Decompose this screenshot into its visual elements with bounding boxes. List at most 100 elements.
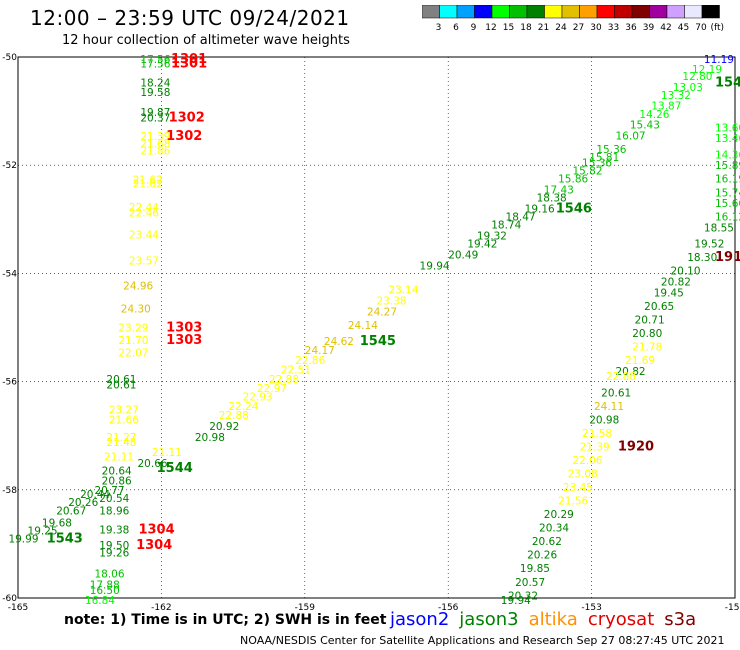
wave-height-label: 20.57 [515, 577, 545, 589]
wave-height-label: 21.39 [580, 442, 610, 454]
pass-id-label: 1302 [169, 111, 205, 126]
colorbar-label: 42 [660, 23, 671, 33]
wave-height-label: 19.52 [694, 239, 724, 251]
wave-height-label: 15.66 [715, 198, 740, 210]
pass-id-label: 1543 [47, 531, 83, 546]
colorbar-label: 12 [485, 23, 496, 33]
wave-height-label: 15.81 [589, 152, 619, 164]
colorbar-label: 27 [573, 23, 584, 33]
wave-height-label: 20.34 [539, 523, 569, 535]
wave-height-label: 21.66 [109, 414, 139, 426]
wave-height-label: 19.68 [42, 517, 72, 529]
x-tick-label: -159 [295, 603, 316, 612]
colorbar-label: 18 [520, 23, 532, 33]
wave-height-label: 20.61 [106, 379, 136, 391]
wave-height-label: 19.42 [467, 239, 497, 251]
wave-height-label: 21.48 [106, 437, 136, 449]
wave-height-label: 16.19 [715, 174, 740, 186]
wave-height-label: 23.29 [118, 323, 148, 335]
wave-height-label: 20.71 [635, 314, 665, 326]
wave-height-label: 21.11 [104, 451, 134, 463]
colorbar-label: 21 [538, 23, 549, 33]
wave-height-label: 21.27 [106, 432, 136, 444]
colorbar-label: 39 [643, 23, 655, 33]
wave-height-label: 15.43 [630, 120, 660, 132]
wave-height-label: 18.47 [506, 212, 536, 224]
colorbar-label: 15 [503, 23, 514, 33]
wave-height-label: 13.87 [651, 101, 681, 113]
color-legend: 3 6 9 12 15 18 21 24 27 30 33 36 39 42 45 70 (ft) [422, 5, 724, 33]
wave-height-label: 22.86 [295, 355, 325, 367]
map-frame [17, 56, 736, 599]
wave-height-label: 20.98 [589, 414, 619, 426]
credit-line: NOAA/NESDIS Center for Satellite Applica… [240, 634, 725, 647]
wave-height-label: 15.86 [558, 174, 588, 186]
satellite-legend: jason2 jason3 altika cryosat s3a [390, 609, 706, 630]
wave-height-label: 18.55 [704, 222, 734, 234]
wave-height-label: 22.88 [219, 410, 249, 422]
wave-height-label: 20.29 [544, 509, 574, 521]
pass-id-label: 1303 [166, 333, 202, 348]
wave-height-label: 21.70 [118, 335, 148, 347]
wave-height-label: 11.19 [704, 54, 734, 66]
wave-height-label: 20.67 [56, 505, 86, 517]
wave-height-label: 22.44 [129, 202, 159, 214]
wave-height-label: 23.45 [563, 482, 593, 494]
wave-height-label: 24.14 [348, 320, 378, 332]
wave-height-label: 16.07 [616, 130, 646, 142]
wave-height-label: 19.32 [477, 231, 507, 243]
wave-height-label: 15.82 [572, 166, 602, 178]
wave-height-label: 20.49 [448, 249, 478, 261]
wave-height-label: 20.61 [601, 387, 631, 399]
wave-height-label: 21.11 [152, 447, 182, 459]
wave-height-label: 13.03 [673, 82, 703, 94]
wave-height-label: 18.06 [94, 569, 124, 581]
wave-height-label: 18.74 [491, 220, 521, 232]
wave-height-label: 19.45 [654, 287, 684, 299]
wave-height-label: 13.46 [715, 133, 740, 145]
wave-height-label: 18.24 [140, 77, 170, 89]
wave-height-label: 21.58 [582, 428, 612, 440]
pass-id-label: 1303 [166, 321, 202, 336]
wave-height-label: 16.50 [90, 585, 120, 597]
wave-height-map: -165 -162 -159 -156 -153 -150 -50 -52 -54 -56 -58 -… [2, 52, 740, 612]
wave-height-label: 21.56 [558, 496, 588, 508]
wave-height-label: 21.62 [133, 179, 163, 191]
colorbar-label: 24 [555, 23, 567, 33]
wave-height-label: 20.26 [68, 497, 98, 509]
wave-height-label: 19.50 [99, 540, 129, 552]
wave-height-label: 20.64 [102, 465, 132, 477]
wave-height-label: 20.61 [106, 374, 136, 386]
y-tick-label: -58 [2, 486, 17, 496]
x-tick-label: -150 [725, 603, 740, 612]
wave-height-label: 22.97 [257, 383, 287, 395]
wave-height-label: 12.19 [692, 64, 722, 76]
wave-height-label: 15.74 [715, 187, 740, 199]
wave-height-label: 20.86 [102, 476, 132, 488]
colorbar-label: 33 [608, 23, 619, 33]
wave-height-label: 23.38 [377, 295, 407, 307]
pass-id-label: 1545 [360, 334, 396, 349]
wave-height-label: 12.80 [682, 71, 712, 83]
colorbar-label: 70 [695, 23, 707, 33]
wave-height-label: 18.96 [99, 505, 129, 517]
wave-height-label: 24.96 [123, 280, 153, 292]
wave-height-label: 21.78 [632, 341, 662, 353]
satellite-s3a: s3a [664, 609, 697, 630]
wave-height-label: 15.36 [596, 144, 626, 156]
wave-height-label: 19.38 [99, 524, 129, 536]
wave-height-label: 15.36 [582, 157, 612, 169]
wave-height-label: 24.17 [305, 345, 335, 357]
wave-height-label: 17.56 [140, 54, 170, 66]
wave-height-label: 21.86 [140, 146, 170, 158]
wave-height-label: 20.10 [670, 266, 700, 278]
wave-height-label: 19.99 [8, 533, 38, 545]
y-tick-label: -50 [2, 53, 17, 63]
wave-height-label: 17.56 [140, 58, 170, 70]
colorbar-label: 30 [590, 23, 602, 33]
colorbar-unit: (ft) [710, 23, 724, 33]
wave-height-label: 22.88 [606, 371, 636, 383]
wave-height-label: 19.25 [28, 525, 58, 537]
wave-height-label: 18.38 [537, 193, 567, 205]
chart-title: 12:00 – 23:59 UTC 09/24/2021 [30, 6, 350, 30]
